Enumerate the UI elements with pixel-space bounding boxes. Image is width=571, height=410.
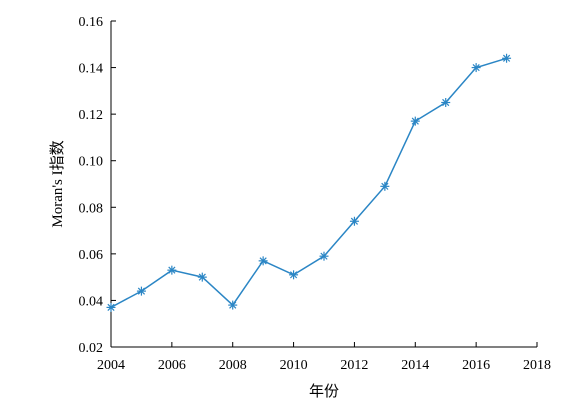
data-point-marker xyxy=(258,256,268,266)
data-point-marker xyxy=(319,251,329,261)
data-point-marker xyxy=(136,286,146,296)
y-tick-label: 0.04 xyxy=(79,294,104,309)
x-axis-title: 年份 xyxy=(309,383,339,400)
data-point-marker xyxy=(106,302,116,312)
data-point-marker xyxy=(197,272,207,282)
x-tick-label: 2006 xyxy=(158,358,186,373)
data-point-marker xyxy=(471,63,481,73)
y-ticks: 0.02 0.04 0.06 0.08 0.10 0.12 0.14 0.16 xyxy=(79,15,116,356)
data-point-marker xyxy=(289,270,299,280)
x-ticks: 2004 2006 2008 2010 2012 2014 2016 2018 xyxy=(97,342,551,373)
data-point-marker xyxy=(167,265,177,275)
x-tick-label: 2004 xyxy=(97,358,125,373)
y-tick-label: 0.14 xyxy=(79,62,104,77)
y-tick-label: 0.12 xyxy=(79,108,104,123)
data-point-marker xyxy=(441,98,451,107)
data-point-marker xyxy=(349,216,359,226)
y-tick-label: 0.08 xyxy=(79,201,104,216)
x-tick-label: 2008 xyxy=(219,358,247,373)
data-point-marker xyxy=(228,300,238,310)
y-tick-label: 0.06 xyxy=(79,248,104,263)
data-point-marker xyxy=(502,53,512,63)
axes xyxy=(110,21,537,348)
y-tick-label: 0.10 xyxy=(79,155,104,170)
x-tick-label: 2014 xyxy=(401,358,429,373)
y-axis-title: Moran's I指数 xyxy=(49,140,66,227)
series-line xyxy=(110,57,507,309)
x-tick-label: 2010 xyxy=(280,358,308,373)
data-point-marker xyxy=(410,116,420,126)
x-tick-label: 2018 xyxy=(523,358,551,373)
plot-area xyxy=(106,53,512,312)
y-tick-label: 0.02 xyxy=(79,341,104,356)
y-tick-label: 0.16 xyxy=(79,15,104,30)
data-point-marker xyxy=(380,181,390,191)
x-tick-label: 2012 xyxy=(340,358,368,373)
x-tick-label: 2016 xyxy=(462,358,490,373)
